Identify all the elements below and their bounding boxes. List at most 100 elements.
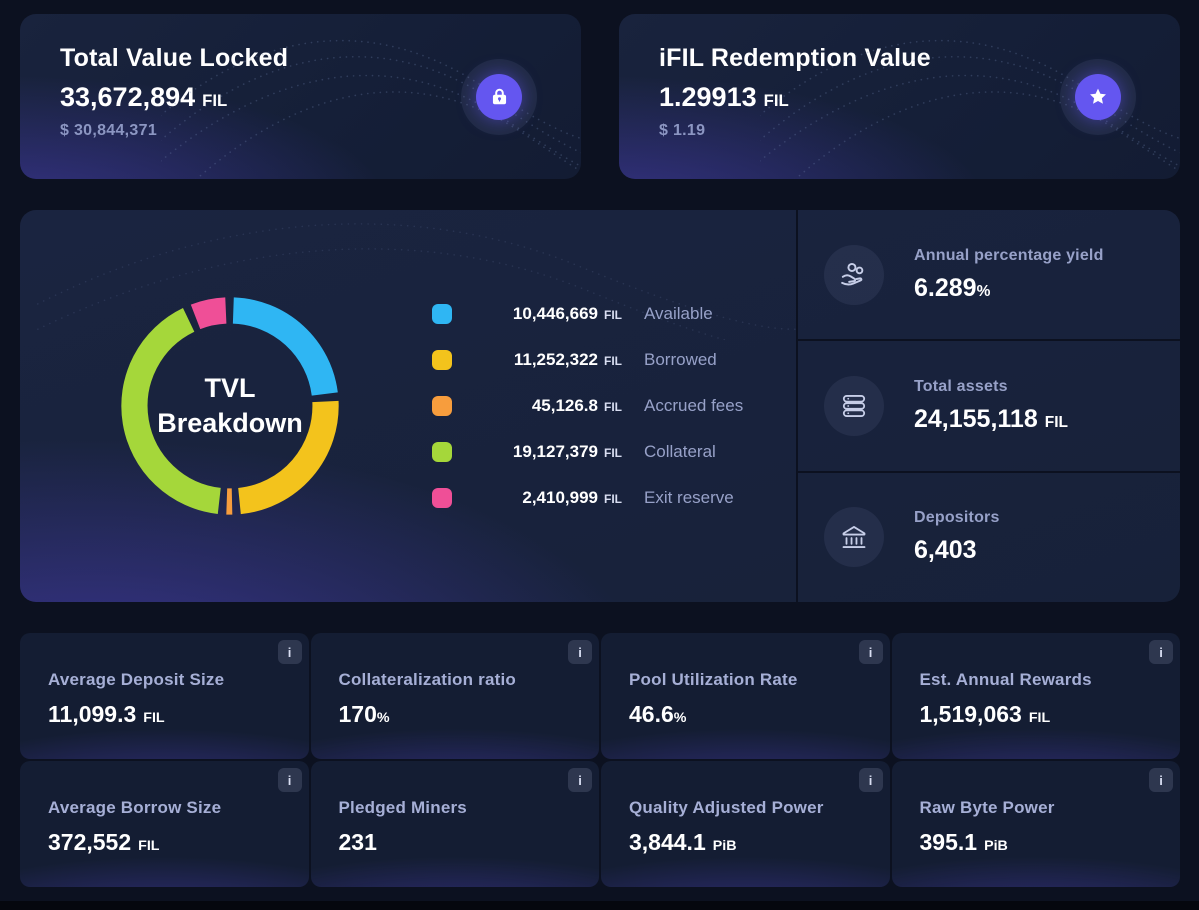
legend-color-swatch <box>432 350 452 370</box>
legend-value-unit: FIL <box>604 446 622 460</box>
info-icon[interactable]: i <box>277 768 302 792</box>
legend-item: 19,127,379 FIL Collateral <box>432 442 743 462</box>
stat-label: Quality Adjusted Power <box>629 798 824 817</box>
stat-label: Collateralization ratio <box>338 670 516 689</box>
stat-value: 1,519,063 FIL <box>920 701 1157 728</box>
ifil-value-unit: FIL <box>763 91 789 110</box>
tvl-value-number: 33,672,894 <box>60 82 196 112</box>
legend-value-unit: FIL <box>604 492 622 506</box>
legend-label: Available <box>644 304 713 323</box>
legend-value: 10,446,669 FIL <box>470 304 622 324</box>
stat-value: 372,552 FIL <box>48 829 285 856</box>
legend-value-number: 11,252,322 <box>513 350 598 369</box>
legend-value-unit: FIL <box>604 400 622 414</box>
legend-item: 10,446,669 FIL Available <box>432 304 743 324</box>
tvl-usd-value: $ 30,844,371 <box>60 122 158 139</box>
legend-value: 2,410,999 FIL <box>470 488 622 508</box>
tvl-value-unit: FIL <box>202 91 228 110</box>
ifil-value-number: 1.29913 <box>659 82 757 112</box>
stat-value-unit: FIL <box>138 838 160 854</box>
tvl-breakdown-card: TVL Breakdown 10,446,669 FIL Available 11… <box>20 210 1180 602</box>
stat-value-unit: % <box>673 710 687 726</box>
stat-card: i Est. Annual Rewards 1,519,063 FIL <box>892 633 1181 759</box>
legend-value-unit: FIL <box>604 308 622 322</box>
stat-value-number: 1,519,063 <box>919 701 1022 727</box>
ifil-value: 1.29913 FIL <box>659 82 1140 113</box>
legend-value-unit: FIL <box>604 354 622 368</box>
stat-value-number: 6.289 <box>914 273 977 302</box>
stat-label: Depositors <box>914 509 1000 527</box>
legend-item: 45,126.8 FIL Accrued fees <box>432 396 743 416</box>
legend-item: 2,410,999 FIL Exit reserve <box>432 488 743 508</box>
card-title: iFIL Redemption Value <box>659 44 931 72</box>
stat-value-unit: % <box>976 282 991 300</box>
total-assets-stat-text: Total assets 24,155,118 FIL <box>914 378 1068 434</box>
stat-value-number: 395.1 <box>919 829 978 855</box>
donut-svg <box>121 297 339 515</box>
stat-card: i Raw Byte Power 395.1 PiB <box>892 761 1181 887</box>
legend-color-swatch <box>432 304 452 324</box>
stat-value-unit: PiB <box>712 838 737 854</box>
total-assets-stat-row: Total assets 24,155,118 FIL <box>798 339 1180 470</box>
card-title: Total Value Locked <box>60 44 289 72</box>
stat-label: Average Deposit Size <box>48 670 225 689</box>
stat-card: i Pool Utilization Rate 46.6% <box>601 633 890 759</box>
stat-value-unit: FIL <box>1028 710 1051 726</box>
stat-label: Pool Utilization Rate <box>629 670 798 689</box>
stat-value: 231 <box>339 829 576 856</box>
stat-card: i Average Deposit Size 11,099.3 FIL <box>20 633 309 759</box>
info-icon[interactable]: i <box>1149 640 1173 664</box>
info-letter: i <box>578 644 582 660</box>
donut-segment-collateral <box>121 308 222 514</box>
legend-label: Accrued fees <box>644 396 744 415</box>
info-letter: i <box>578 772 582 788</box>
stat-label: Est. Annual Rewards <box>919 670 1092 689</box>
donut-segment-available <box>232 297 338 397</box>
tvl-chart-area: TVL Breakdown 10,446,669 FIL Available 11… <box>20 210 796 602</box>
legend-color-swatch <box>432 442 452 462</box>
apy-stat-text: Annual percentage yield 6.289% <box>914 247 1104 303</box>
stat-card: i Pledged Miners 231 <box>311 761 600 887</box>
info-letter: i <box>287 644 292 660</box>
stat-value-number: 24,155,118 <box>914 404 1038 433</box>
card-icon-ring <box>461 58 537 135</box>
stat-value: 24,155,118 FIL <box>914 405 1068 434</box>
depositors-stat-row: Depositors 6,403 <box>798 470 1180 602</box>
info-letter: i <box>868 644 873 660</box>
info-icon[interactable]: i <box>568 640 592 664</box>
info-icon[interactable]: i <box>568 768 592 792</box>
apy-stat-row: Annual percentage yield 6.289% <box>798 210 1180 339</box>
stat-value-number: 372,552 <box>48 829 132 855</box>
stat-value-number: 6,403 <box>914 536 977 565</box>
info-letter: i <box>287 772 292 788</box>
info-icon[interactable]: i <box>1149 768 1173 792</box>
legend-color-swatch <box>432 396 452 416</box>
stat-value: 46.6% <box>629 701 866 728</box>
info-icon[interactable]: i <box>858 768 883 792</box>
donut-segment-borrowed <box>237 400 339 515</box>
legend-value-number: 2,410,999 <box>522 488 598 507</box>
stat-label: Average Borrow Size <box>48 798 222 817</box>
info-icon[interactable]: i <box>277 640 302 664</box>
legend-item: 11,252,322 FIL Borrowed <box>432 350 743 370</box>
info-letter: i <box>1159 644 1163 660</box>
star-icon <box>1075 73 1121 120</box>
chart-title: TVL Breakdown <box>157 372 303 438</box>
coin-stack-icon <box>824 375 884 436</box>
bottom-stats-grid: i Average Deposit Size 11,099.3 FIL i Col… <box>20 633 1180 887</box>
stat-value-unit: % <box>376 710 390 726</box>
stat-card: i Average Borrow Size 372,552 FIL <box>20 761 309 887</box>
stat-label: Total assets <box>914 377 1008 395</box>
stat-value-unit: PiB <box>984 838 1008 854</box>
card-icon-ring <box>1060 58 1136 135</box>
info-icon[interactable]: i <box>858 640 883 664</box>
stat-value-number: 170 <box>338 701 377 727</box>
legend-value: 19,127,379 FIL <box>470 442 622 462</box>
stat-card: i Quality Adjusted Power 3,844.1 PiB <box>601 761 890 887</box>
donut-segment-exit-reserve <box>190 297 227 330</box>
bank-icon <box>824 507 884 568</box>
stat-value-unit: FIL <box>143 710 165 726</box>
legend-value-number: 45,126.8 <box>531 396 598 415</box>
info-letter: i <box>868 772 873 788</box>
stat-label: Raw Byte Power <box>919 798 1055 817</box>
